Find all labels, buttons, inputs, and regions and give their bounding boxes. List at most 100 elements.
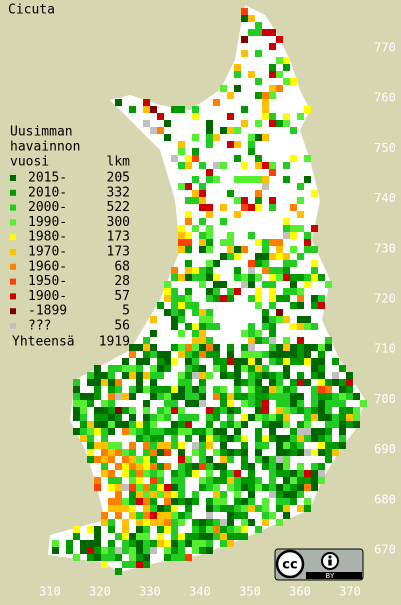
occurrence-square bbox=[220, 127, 227, 134]
occurrence-square bbox=[150, 330, 157, 337]
occurrence-square bbox=[269, 71, 276, 78]
occurrence-square bbox=[192, 274, 199, 281]
occurrence-square bbox=[171, 519, 178, 526]
occurrence-square bbox=[283, 456, 290, 463]
occurrence-square bbox=[164, 407, 171, 414]
legend-label: 1980- bbox=[28, 230, 67, 245]
occurrence-square bbox=[115, 365, 122, 372]
occurrence-square bbox=[213, 463, 220, 470]
occurrence-square bbox=[185, 393, 192, 400]
occurrence-square bbox=[241, 435, 248, 442]
occurrence-square bbox=[199, 316, 206, 323]
occurrence-square bbox=[150, 414, 157, 421]
legend-swatch bbox=[10, 278, 16, 285]
occurrence-square bbox=[234, 526, 241, 533]
legend-count: 5 bbox=[122, 304, 130, 319]
occurrence-square bbox=[206, 428, 213, 435]
occurrence-square bbox=[248, 281, 255, 288]
occurrence-square bbox=[248, 372, 255, 379]
occurrence-square bbox=[178, 386, 185, 393]
occurrence-square bbox=[94, 484, 101, 491]
occurrence-square bbox=[220, 400, 227, 407]
occurrence-square bbox=[157, 540, 164, 547]
occurrence-square bbox=[269, 92, 276, 99]
occurrence-square bbox=[206, 309, 213, 316]
occurrence-square bbox=[269, 344, 276, 351]
occurrence-square bbox=[143, 372, 150, 379]
occurrence-square bbox=[220, 162, 227, 169]
occurrence-square bbox=[269, 512, 276, 519]
occurrence-square bbox=[87, 526, 94, 533]
occurrence-square bbox=[318, 449, 325, 456]
occurrence-square bbox=[185, 162, 192, 169]
occurrence-square bbox=[80, 414, 87, 421]
occurrence-square bbox=[150, 442, 157, 449]
occurrence-square bbox=[297, 372, 304, 379]
occurrence-square bbox=[185, 414, 192, 421]
occurrence-square bbox=[269, 372, 276, 379]
occurrence-square bbox=[101, 512, 108, 519]
occurrence-square bbox=[325, 435, 332, 442]
occurrence-square bbox=[206, 372, 213, 379]
occurrence-square bbox=[297, 225, 304, 232]
occurrence-square bbox=[304, 421, 311, 428]
x-axis-label: 370 bbox=[339, 585, 361, 599]
occurrence-square bbox=[339, 365, 346, 372]
occurrence-square bbox=[185, 554, 192, 561]
occurrence-square bbox=[178, 470, 185, 477]
occurrence-square bbox=[108, 484, 115, 491]
occurrence-square bbox=[199, 344, 206, 351]
occurrence-square bbox=[269, 64, 276, 71]
occurrence-square bbox=[199, 386, 206, 393]
occurrence-square bbox=[94, 379, 101, 386]
occurrence-square bbox=[206, 211, 213, 218]
occurrence-square bbox=[213, 407, 220, 414]
occurrence-square bbox=[248, 519, 255, 526]
occurrence-square bbox=[227, 526, 234, 533]
occurrence-square bbox=[269, 491, 276, 498]
occurrence-square bbox=[220, 239, 227, 246]
occurrence-square bbox=[311, 274, 318, 281]
occurrence-square bbox=[171, 288, 178, 295]
occurrence-square bbox=[241, 197, 248, 204]
occurrence-square bbox=[297, 393, 304, 400]
occurrence-square bbox=[311, 372, 318, 379]
occurrence-square bbox=[108, 428, 115, 435]
occurrence-square bbox=[157, 435, 164, 442]
occurrence-square bbox=[94, 421, 101, 428]
occurrence-square bbox=[360, 400, 367, 407]
occurrence-square bbox=[325, 344, 332, 351]
occurrence-square bbox=[157, 519, 164, 526]
legend-label: 1970- bbox=[28, 245, 67, 260]
occurrence-square bbox=[241, 281, 248, 288]
occurrence-square bbox=[115, 477, 122, 484]
occurrence-square bbox=[192, 526, 199, 533]
occurrence-square bbox=[213, 428, 220, 435]
occurrence-square bbox=[213, 386, 220, 393]
occurrence-square bbox=[206, 239, 213, 246]
occurrence-square bbox=[283, 463, 290, 470]
occurrence-square bbox=[255, 155, 262, 162]
occurrence-square bbox=[213, 393, 220, 400]
occurrence-square bbox=[276, 372, 283, 379]
occurrence-square bbox=[199, 309, 206, 316]
occurrence-square bbox=[178, 246, 185, 253]
y-axis-label: 700 bbox=[374, 392, 396, 406]
legend-count: 28 bbox=[114, 274, 130, 289]
occurrence-square bbox=[101, 470, 108, 477]
occurrence-square bbox=[255, 260, 262, 267]
occurrence-square bbox=[262, 113, 269, 120]
occurrence-square bbox=[143, 498, 150, 505]
occurrence-square bbox=[234, 449, 241, 456]
occurrence-square bbox=[325, 386, 332, 393]
occurrence-square bbox=[290, 274, 297, 281]
occurrence-square bbox=[304, 239, 311, 246]
occurrence-square bbox=[164, 484, 171, 491]
occurrence-square bbox=[143, 456, 150, 463]
occurrence-square bbox=[164, 519, 171, 526]
occurrence-square bbox=[94, 540, 101, 547]
occurrence-square bbox=[346, 421, 353, 428]
occurrence-square bbox=[178, 533, 185, 540]
occurrence-square bbox=[220, 442, 227, 449]
occurrence-square bbox=[227, 351, 234, 358]
